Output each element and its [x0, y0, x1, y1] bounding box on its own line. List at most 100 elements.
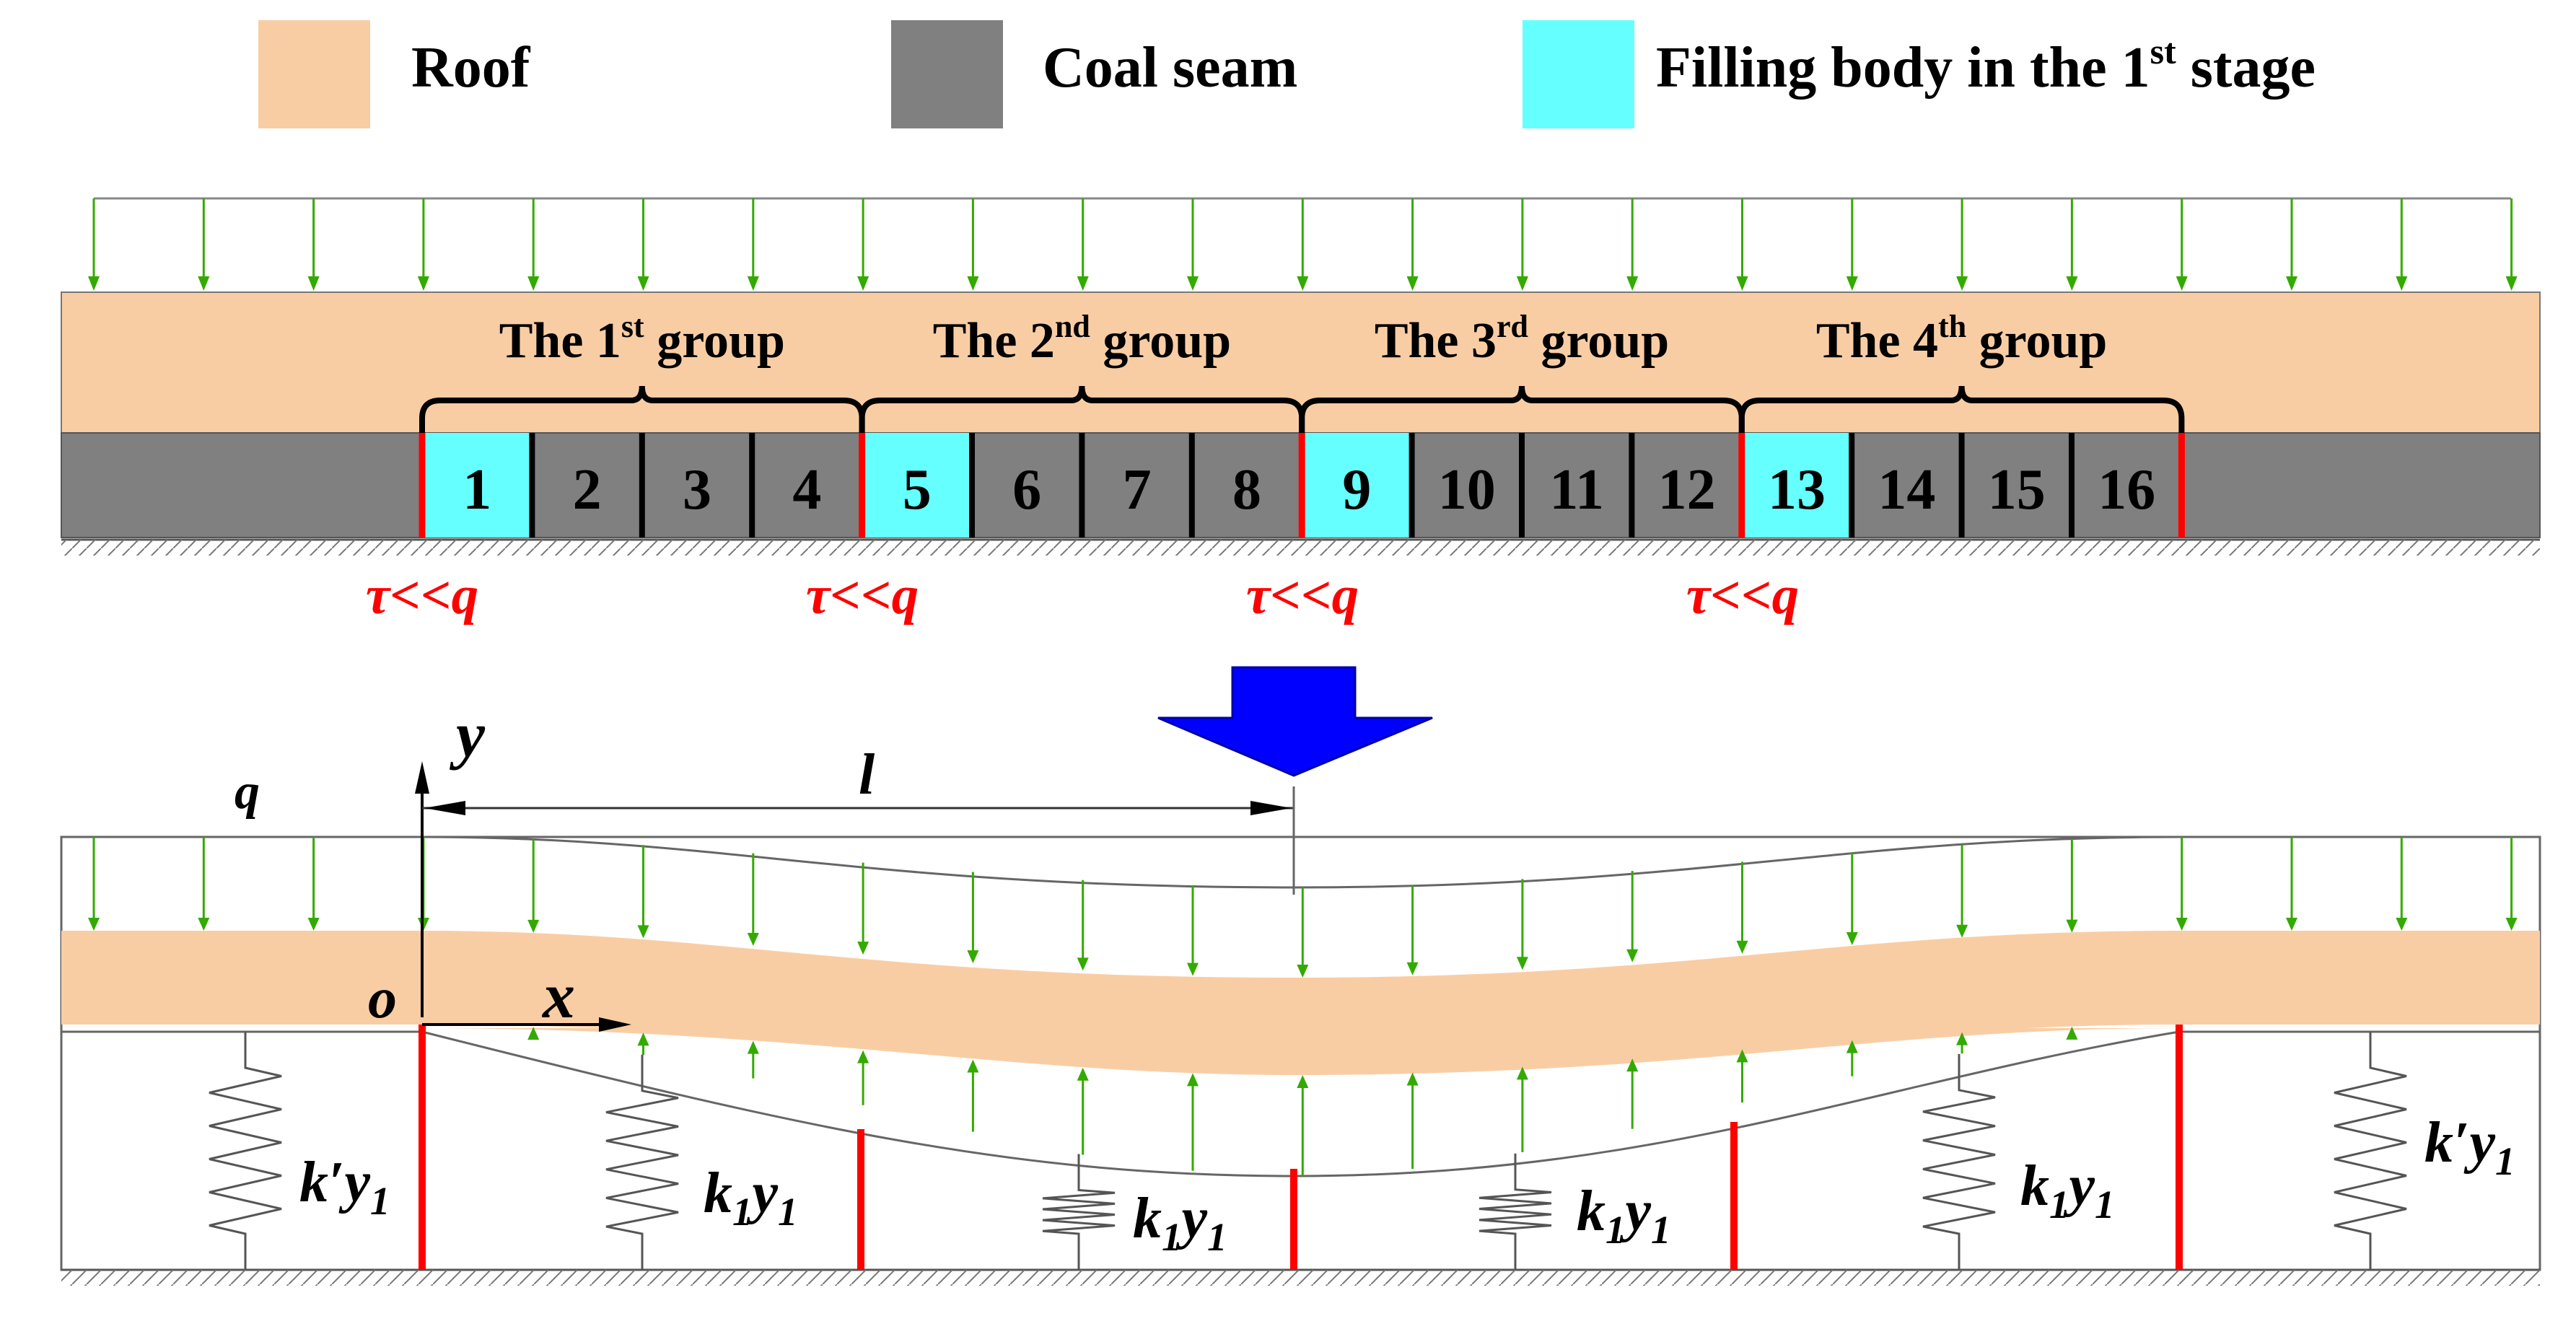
top-blocks: 1 2 3 4 5 6 7 8 9 10 11 12 13 14 15 16	[419, 433, 2185, 538]
load-arrow-head-icon	[2396, 918, 2408, 931]
legend-fill-swatch	[1523, 20, 1634, 128]
load-arrow-head-icon	[2066, 276, 2078, 291]
load-arrow-head-icon	[1956, 276, 1968, 291]
reaction-arrow-head-icon	[1077, 1067, 1089, 1081]
filled-block	[1302, 433, 1412, 538]
dimension-l-label: l	[859, 743, 875, 807]
load-arrow-head-icon	[1297, 964, 1309, 978]
load-arrow-head-icon	[307, 918, 320, 931]
load-arrow-head-icon	[417, 276, 429, 291]
group-label: The 2nd group	[933, 309, 1231, 369]
spring-label-inner: k1y1	[1133, 1187, 1227, 1259]
group-brace	[419, 385, 865, 433]
reaction-arrow-head-icon	[527, 1027, 540, 1040]
load-arrow-head-icon	[1406, 962, 1419, 975]
spring-label-inner: k1y1	[2020, 1154, 2115, 1227]
block-label: 13	[1768, 458, 1826, 522]
spring-label-outer: k′y1	[2424, 1111, 2515, 1183]
spring-icon	[1478, 1153, 1552, 1270]
load-arrow-head-icon	[198, 918, 210, 931]
legend-roof-swatch	[258, 20, 370, 128]
reaction-arrow-head-icon	[1187, 1073, 1199, 1087]
load-arrow-head-icon	[88, 276, 100, 291]
load-arrow-head-icon	[1516, 276, 1528, 291]
group-brace	[1299, 385, 1745, 433]
model-ground-hatch	[61, 1270, 2540, 1286]
load-arrow-head-icon	[1956, 924, 1968, 938]
load-arrow-head-icon	[307, 276, 320, 291]
load-arrow-head-icon	[1846, 932, 1858, 946]
legend: Roof Coal seam Filling body in the 1st s…	[258, 20, 2316, 128]
spring-icon	[209, 1032, 282, 1270]
spring-icon	[2334, 1032, 2407, 1270]
load-arrow-head-icon	[1297, 276, 1309, 291]
x-axis-label: x	[541, 960, 575, 1032]
load-arrow-head-icon	[2286, 276, 2297, 291]
spring-label-outer: k′y1	[299, 1151, 390, 1223]
load-arrow-head-icon	[2176, 276, 2188, 291]
block-label: 6	[1012, 458, 1041, 522]
load-arrow-head-icon	[1626, 949, 1639, 962]
shear-label: τ<<q	[366, 566, 478, 626]
load-arrow-head-icon	[1736, 276, 1748, 291]
load-arrow-head-icon	[1736, 940, 1748, 954]
load-arrow-head-icon	[967, 276, 979, 291]
q-label: q	[235, 764, 260, 820]
spring-icon	[605, 1054, 679, 1270]
origin-label: o	[368, 967, 397, 1030]
load-arrow-head-icon	[527, 276, 540, 291]
shear-label: τ<<q	[1686, 566, 1799, 626]
load-arrow-head-icon	[2396, 276, 2408, 291]
load-arrow-head-icon	[1077, 957, 1089, 971]
load-arrow-head-icon	[1516, 957, 1528, 970]
load-arrow-head-icon	[857, 942, 869, 955]
block-label: 5	[903, 458, 932, 522]
block-label: 9	[1342, 458, 1371, 522]
roof-lower-edge	[422, 1028, 2179, 1075]
load-curve	[61, 835, 2540, 889]
load-arrow-head-icon	[1077, 276, 1089, 291]
load-arrow-head-icon	[1846, 276, 1858, 291]
block-label: 7	[1123, 458, 1152, 522]
load-arrow-head-icon	[1626, 276, 1639, 291]
block-label: 16	[2098, 458, 2155, 522]
group-label: The 3rd group	[1375, 309, 1669, 369]
load-arrow-head-icon	[198, 276, 210, 291]
legend-roof-label: Roof	[411, 36, 531, 100]
legend-fill-label: Filling body in the 1st stage	[1656, 31, 2316, 100]
springs	[209, 1032, 2407, 1270]
group-braces: The 1st group The 2nd group The 3rd group T…	[419, 309, 2185, 433]
reaction-arrow-head-icon	[1297, 1074, 1309, 1088]
spring-icon	[1922, 1053, 1996, 1270]
reaction-arrow-head-icon	[1956, 1032, 1968, 1045]
load-arrow-head-icon	[1187, 962, 1199, 976]
bottom-panel: x y o q l k′y1 k′y1 k1y1 k1y1 k1y1 k1y1	[60, 699, 2541, 1286]
block-label: 10	[1438, 458, 1496, 522]
group-label: The 1st group	[499, 309, 785, 369]
reaction-arrow-head-icon	[1516, 1066, 1528, 1080]
spring-icon	[1042, 1154, 1116, 1270]
load-arrow-head-icon	[88, 918, 100, 931]
block-label: 2	[573, 458, 602, 522]
reaction-arrow-head-icon	[1846, 1040, 1858, 1053]
spring-label-inner: k1y1	[704, 1162, 798, 1234]
top-ground-hatch	[61, 540, 2540, 556]
reaction-arrow-head-icon	[747, 1040, 759, 1054]
load-arrow-head-icon	[2066, 919, 2078, 933]
load-arrow-head-icon	[1406, 276, 1419, 291]
block-label: 4	[792, 458, 821, 522]
group-brace	[1738, 385, 2185, 433]
y-axis-label: y	[449, 699, 486, 771]
reaction-arrow-head-icon	[967, 1059, 979, 1073]
top-panel: 1 2 3 4 5 6 7 8 9 10 11 12 13 14 15 16 The 1st group The…	[61, 197, 2541, 626]
dimension-l-right-arrow-icon	[1250, 801, 1292, 815]
filled-block	[862, 433, 972, 538]
spring-labels: k′y1 k′y1 k1y1 k1y1 k1y1 k1y1	[299, 1111, 2515, 1259]
load-arrow-head-icon	[527, 919, 540, 933]
load-arrow-head-icon	[2286, 918, 2297, 931]
shear-labels: τ<<q τ<<q τ<<q τ<<q	[366, 566, 1799, 626]
filled-block	[1741, 433, 1852, 538]
load-arrow-head-icon	[747, 276, 759, 291]
load-arrow-head-icon	[967, 950, 979, 964]
